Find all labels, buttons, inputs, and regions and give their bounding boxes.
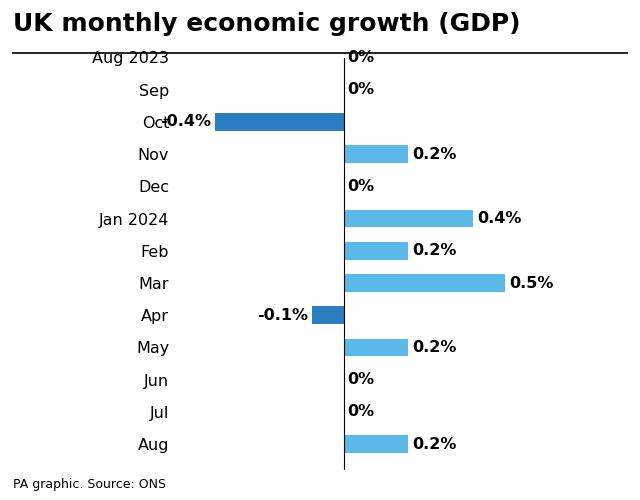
Text: 0.2%: 0.2% — [412, 146, 456, 162]
Bar — [312, 306, 344, 324]
Bar — [344, 338, 408, 356]
Text: 0.2%: 0.2% — [412, 340, 456, 355]
Text: 0.2%: 0.2% — [412, 436, 456, 452]
Bar — [344, 242, 408, 260]
Bar — [344, 210, 473, 228]
Text: 0%: 0% — [348, 82, 375, 97]
Text: UK monthly economic growth (GDP): UK monthly economic growth (GDP) — [13, 12, 520, 36]
Text: -0.1%: -0.1% — [257, 308, 308, 323]
Bar — [214, 113, 344, 131]
Text: 0%: 0% — [348, 50, 375, 65]
Bar — [344, 274, 505, 292]
Text: 0.2%: 0.2% — [412, 244, 456, 258]
Text: PA graphic. Source: ONS: PA graphic. Source: ONS — [13, 478, 166, 491]
Text: 0%: 0% — [348, 404, 375, 419]
Bar — [344, 436, 408, 453]
Text: -0.4%: -0.4% — [160, 114, 211, 130]
Text: 0.5%: 0.5% — [509, 276, 554, 290]
Text: 0%: 0% — [348, 179, 375, 194]
Text: 0%: 0% — [348, 372, 375, 387]
Text: 0.4%: 0.4% — [477, 211, 521, 226]
Bar — [344, 146, 408, 163]
